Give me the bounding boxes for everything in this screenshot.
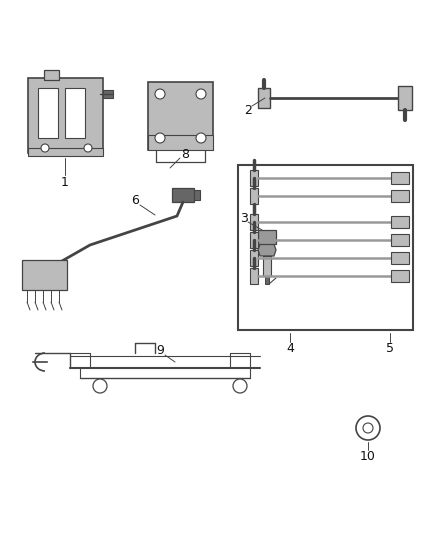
Text: 9: 9: [156, 343, 164, 357]
Bar: [103, 90, 113, 98]
Bar: [391, 270, 409, 282]
Circle shape: [41, 144, 49, 152]
Circle shape: [196, 133, 206, 143]
Bar: [250, 250, 258, 266]
Text: 1: 1: [61, 175, 69, 189]
Bar: [250, 188, 258, 204]
Bar: [391, 252, 409, 264]
Bar: [238, 165, 413, 330]
Circle shape: [196, 89, 206, 99]
Bar: [65, 88, 85, 138]
Bar: [194, 190, 200, 200]
Text: 3: 3: [240, 212, 248, 224]
Bar: [22, 260, 67, 290]
Polygon shape: [258, 244, 276, 256]
Text: 10: 10: [360, 449, 376, 463]
Bar: [258, 230, 276, 244]
Text: 2: 2: [244, 103, 252, 117]
Circle shape: [356, 416, 380, 440]
Circle shape: [233, 379, 247, 393]
Bar: [391, 190, 409, 202]
Bar: [250, 214, 258, 230]
Bar: [148, 82, 213, 150]
Bar: [44, 70, 59, 80]
Bar: [38, 88, 58, 138]
Bar: [391, 216, 409, 228]
Text: 8: 8: [181, 149, 189, 161]
Text: 5: 5: [386, 342, 394, 354]
Bar: [250, 170, 258, 186]
Circle shape: [363, 423, 373, 433]
Bar: [172, 188, 194, 202]
Bar: [28, 148, 103, 156]
Bar: [250, 268, 258, 284]
Circle shape: [84, 144, 92, 152]
Bar: [258, 88, 270, 108]
Circle shape: [93, 379, 107, 393]
Bar: [263, 256, 271, 276]
Bar: [391, 172, 409, 184]
Bar: [28, 78, 103, 153]
Text: 4: 4: [286, 342, 294, 354]
Circle shape: [155, 89, 165, 99]
Bar: [265, 276, 269, 284]
Bar: [148, 135, 213, 150]
Text: 6: 6: [131, 193, 139, 206]
Bar: [398, 86, 412, 110]
Bar: [391, 234, 409, 246]
Circle shape: [155, 133, 165, 143]
Bar: [250, 232, 258, 248]
